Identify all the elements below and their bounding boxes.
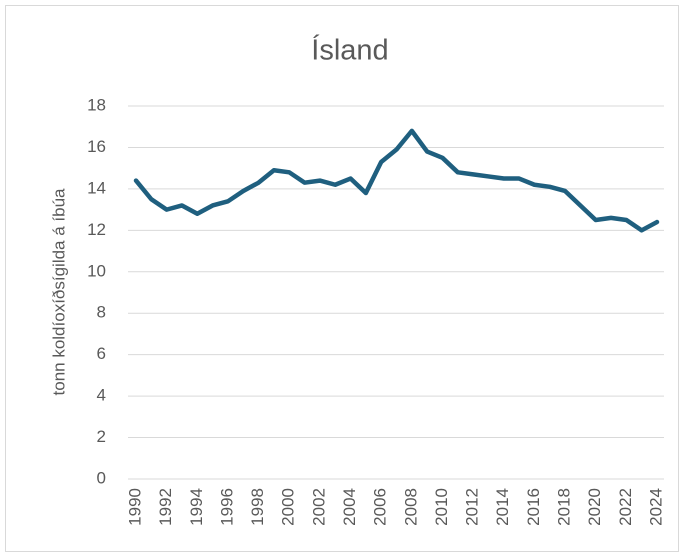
x-tick-label: 2018: [555, 488, 574, 526]
chart-title: Ísland: [311, 34, 388, 67]
x-tick-label: 2022: [616, 488, 635, 526]
x-tick-label: 2000: [279, 488, 298, 526]
y-tick-label: 10: [87, 261, 106, 280]
data-line: [133, 128, 660, 233]
x-tick-label: 1996: [217, 488, 236, 526]
y-tick-label: 2: [97, 427, 106, 446]
x-tick-label: 2016: [524, 488, 543, 526]
y-tick-label: 8: [97, 303, 106, 322]
x-tick-label: 2020: [585, 488, 604, 526]
x-tick-label: 2014: [493, 488, 512, 526]
x-tick-label: 2024: [646, 488, 665, 526]
y-tick-label: 16: [87, 137, 106, 156]
chart-border: [5, 5, 679, 552]
x-tick-label: 2010: [432, 488, 451, 526]
y-tick-label: 14: [87, 178, 106, 197]
y-tick-label: 6: [97, 344, 106, 363]
x-tick-label: 2004: [340, 488, 359, 526]
x-tick-label: 1998: [248, 488, 267, 526]
x-tick-label: 1994: [187, 488, 206, 526]
x-tick-label: 2008: [401, 488, 420, 526]
y-tick-label: 4: [97, 386, 106, 405]
y-tick-label: 18: [87, 95, 106, 114]
y-axis-label: tonn koldíoxíðsígilda á íbúa: [49, 188, 68, 396]
x-tick-label: 2012: [463, 488, 482, 526]
x-tick-label: 1990: [125, 488, 144, 526]
x-tick-label: 2002: [309, 488, 328, 526]
x-tick-label: 2006: [371, 488, 390, 526]
y-tick-label: 12: [87, 220, 106, 239]
y-tick-label: 0: [97, 468, 106, 487]
x-tick-label: 1992: [156, 488, 175, 526]
